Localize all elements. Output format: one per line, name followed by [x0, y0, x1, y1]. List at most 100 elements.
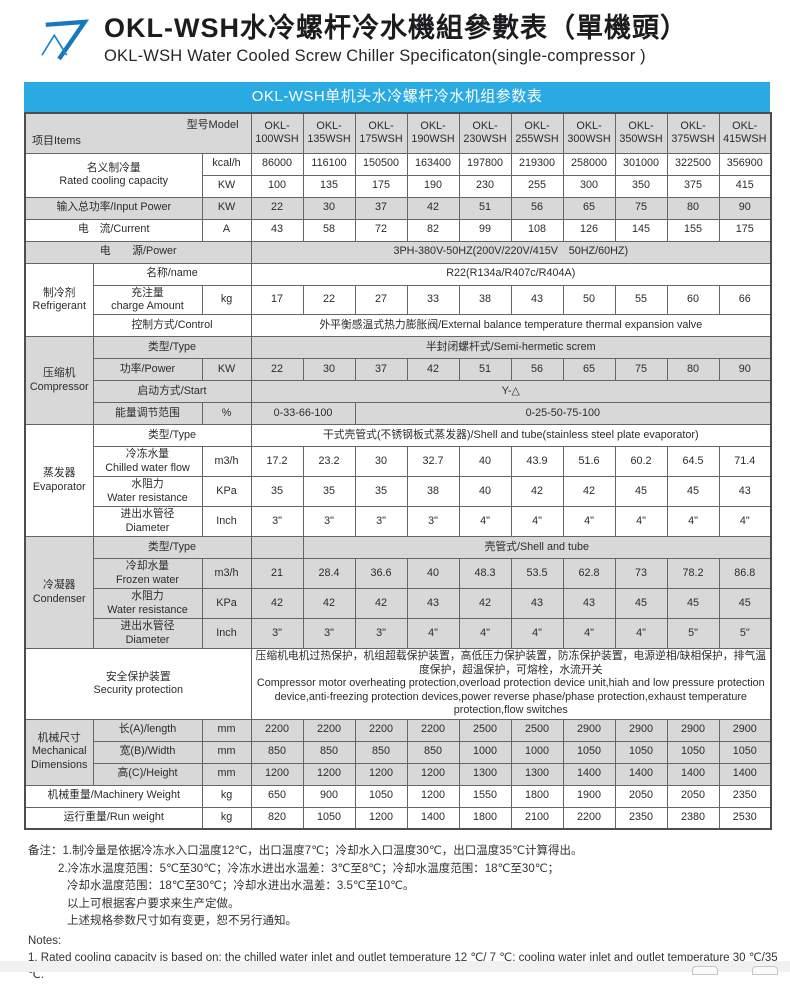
value-cell: 190: [406, 174, 460, 198]
value-cell: 4": [666, 506, 720, 538]
table-row: 名义制冷量 Rated cooling capacity kcal/h 86000 1…: [24, 152, 772, 198]
value-cell: 5": [718, 618, 772, 650]
value-cell: 650: [250, 784, 304, 808]
value-cell: 1050: [562, 740, 616, 764]
value-cell: 175: [718, 218, 772, 242]
item-label-cell: 控制方式/Control: [92, 314, 252, 338]
value-cell: 1050: [614, 740, 668, 764]
value-cell: 35: [302, 476, 356, 508]
value-cell: 30: [302, 358, 356, 382]
value-cell: 35: [354, 476, 408, 508]
table-row: 冷冻水量 Chilled water flow m3/h 17.2 23.2 30 32.…: [25, 446, 772, 478]
value-cell: 86000: [250, 152, 304, 176]
section-cell: 机械尺寸 Mechanical Dimensions: [24, 718, 94, 786]
value-cell: Y-△: [250, 380, 772, 404]
value-cell: 36.6: [354, 558, 408, 590]
value-cell: 40: [458, 476, 512, 508]
table-row: 制冷剂 Refrigerant 名称/name R22(R134a/R407c/R4…: [24, 262, 772, 338]
notes-en: Notes: 1. Rated cooling capacity is based…: [28, 933, 790, 985]
item-label-cell: 电 流/Current: [24, 218, 203, 242]
spec-table-body: 项目Items 型号Model OKL- 100WSH OKL- 135WSH OKL-…: [24, 112, 772, 830]
value-cell: 42: [302, 588, 356, 620]
value-cell: 23.2: [302, 446, 356, 478]
value-cell: 1400: [718, 762, 772, 786]
value-cell: 45: [666, 476, 720, 508]
value-cell: 43.9: [510, 446, 564, 478]
value-cell: [250, 536, 304, 560]
page-header: OKL-WSH水冷螺杆冷水機組參數表（單機頭） OKL-WSH Water Co…: [0, 0, 790, 68]
value-cell: 43: [250, 218, 304, 242]
value-cell: 145: [614, 218, 668, 242]
value-cell: 1300: [510, 762, 564, 786]
value-cell: 1000: [510, 740, 564, 764]
item-label-cell: 水阻力 Water resistance: [92, 476, 203, 508]
unit-cell: KW: [201, 358, 252, 382]
value-cell: 356900: [718, 152, 772, 176]
unit-cell: mm: [201, 740, 252, 764]
item-label-cell: 冷却水量 Frozen water: [92, 558, 203, 590]
table-row: 宽(B)/Width mm 850 850 850 850 1000 1000 1050 1050…: [25, 740, 772, 764]
value-cell: 73: [614, 558, 668, 590]
value-cell: 75: [614, 358, 668, 382]
value-cell: 1200: [354, 806, 408, 830]
value-cell: 4": [614, 618, 668, 650]
value-cell: 53.5: [510, 558, 564, 590]
unit-cell: mm: [201, 762, 252, 786]
value-cell: 60.2: [614, 446, 668, 478]
table-row: 进出水管径 Diameter Inch 3" 3" 3" 3" 4" 4" 4" 4" 4" 4": [25, 506, 772, 538]
cutoff-mark: [752, 966, 778, 975]
value-cell: 3": [406, 506, 460, 538]
value-cell: 1050: [718, 740, 772, 764]
item-label-cell: 进出水管径 Diameter: [92, 618, 203, 650]
value-cell: 230: [458, 174, 512, 198]
value-cell: 90: [718, 358, 772, 382]
value-cell: 350: [614, 174, 668, 198]
item-label-cell: 类型/Type: [92, 536, 252, 560]
value-cell: 99: [458, 218, 512, 242]
value-cell: 415: [718, 174, 772, 198]
value-cell: 1000: [458, 740, 512, 764]
value-cell: 2900: [614, 718, 668, 742]
value-cell: 3": [354, 506, 408, 538]
unit-cell: m3/h: [201, 446, 252, 478]
table-row: 机械尺寸 Mechanical Dimensions 长(A)/length mm 2…: [24, 718, 772, 786]
value-cell: 850: [406, 740, 460, 764]
item-label-cell: 运行重量/Run weight: [24, 806, 203, 830]
item-label-cell: 进出水管径 Diameter: [92, 506, 203, 538]
page-subtitle: OKL-WSH Water Cooled Screw Chiller Speci…: [104, 46, 646, 65]
table-row: 水阻力 Water resistance KPa 42 42 42 43 42 43 43 45 4…: [25, 588, 772, 620]
section-cell: 蒸发器 Evaporator: [24, 424, 94, 538]
section-cell: 冷凝器 Condenser: [24, 536, 94, 650]
value-cell: 4": [510, 506, 564, 538]
value-cell: 42: [250, 588, 304, 620]
value-cell: 51.6: [562, 446, 616, 478]
unit-cell: KW: [201, 196, 252, 220]
unit-cell: A: [201, 218, 252, 242]
model-header-cell: OKL- 350WSH: [614, 112, 668, 154]
value-cell: 43: [510, 284, 564, 316]
value-cell: 4": [510, 618, 564, 650]
unit-cell: kcal/h: [201, 152, 252, 176]
table-row: 电 流/Current A 43 58 72 82 99 108 126 145 155 175: [24, 218, 772, 242]
security-text-cell: 压缩机电机过热保护，机组超载保护装置，高低压力保护装置，防冻保护装置，电源逆相/…: [250, 648, 772, 720]
value-cell: 126: [562, 218, 616, 242]
table-banner: OKL-WSH单机头水冷螺杆冷水机组参数表: [24, 82, 770, 112]
unit-cell: KW: [201, 174, 252, 198]
value-cell: 850: [302, 740, 356, 764]
item-label-cell: 类型/Type: [92, 336, 252, 360]
table-row: 输入总功率/Input Power KW 22 30 37 42 51 56 65 75 80 90: [24, 196, 772, 220]
value-cell: 2900: [718, 718, 772, 742]
value-cell: 51: [458, 358, 512, 382]
value-cell: 43: [718, 476, 772, 508]
item-label-cell: 名称/name: [92, 262, 252, 286]
item-label-cell: 功率/Power: [92, 358, 203, 382]
table-row: 充注量 charge Amount kg 17 22 27 33 38 43 50 55 60 66: [25, 284, 772, 316]
value-cell: 22: [302, 284, 356, 316]
unit-cell: KPa: [201, 588, 252, 620]
value-cell: 197800: [458, 152, 512, 176]
value-cell: 108: [510, 218, 564, 242]
table-row: 机械重量/Machinery Weight kg 650 900 1050 1200 155…: [24, 784, 772, 808]
value-cell: 56: [510, 196, 564, 220]
value-cell: 22: [250, 196, 304, 220]
